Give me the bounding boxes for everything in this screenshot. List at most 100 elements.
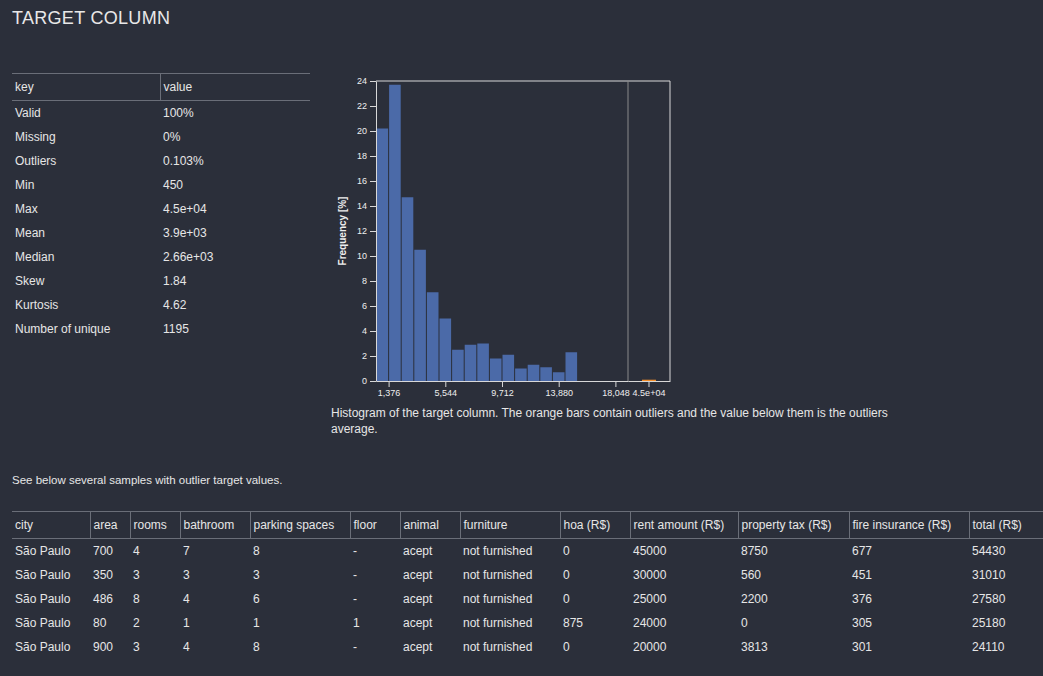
col xyxy=(180,512,250,660)
x-tick: 13,880 xyxy=(545,381,573,398)
column-header: floor xyxy=(350,512,400,539)
bar xyxy=(528,365,540,381)
col xyxy=(560,512,630,660)
cell: 25000 xyxy=(630,587,738,611)
cell: 100% xyxy=(160,101,310,126)
bar xyxy=(389,85,401,381)
column-header: total (R$) xyxy=(969,512,1043,539)
cell: 305 xyxy=(849,611,969,635)
y-tick-label: 0 xyxy=(362,376,367,386)
y-tick-mark xyxy=(370,256,376,257)
bar xyxy=(490,359,502,382)
row: São Paulo350333-aceptnot furnished030000… xyxy=(12,563,1043,587)
col xyxy=(738,512,849,660)
cell: 27580 xyxy=(969,587,1043,611)
x-tick-label: 1,376 xyxy=(378,388,401,398)
table-body: Valid100%Missing0%Outliers0.103%Min450Ma… xyxy=(12,101,310,342)
cell: acept xyxy=(400,635,460,659)
samples-note: See below several samples with outlier t… xyxy=(12,474,282,486)
cell: 3813 xyxy=(738,635,849,659)
cell: 30000 xyxy=(630,563,738,587)
bar xyxy=(591,381,603,382)
bar xyxy=(414,250,426,381)
row: Median2.66e+03 xyxy=(12,245,310,269)
y-tick-label: 22 xyxy=(357,101,367,111)
cell: 3 xyxy=(250,563,350,587)
outlier-tick-mark xyxy=(649,381,650,387)
x-tick-mark xyxy=(559,381,560,387)
outlier-tick: 4.5e+04 xyxy=(633,381,666,398)
x-tick: 9,712 xyxy=(491,381,514,398)
column-header: value xyxy=(160,74,310,101)
y-axis-title: Frequency [%] xyxy=(337,197,348,266)
cell: - xyxy=(350,563,400,587)
x-tick-mark xyxy=(445,381,446,387)
axis-line xyxy=(376,82,377,382)
cell: São Paulo xyxy=(12,539,90,564)
y-tick-mark xyxy=(370,231,376,232)
cell: not furnished xyxy=(460,611,560,635)
y-tick-mark xyxy=(370,356,376,357)
y-tick: 8 xyxy=(362,276,376,286)
x-tick-label: 9,712 xyxy=(491,388,514,398)
row: Max4.5e+04 xyxy=(12,197,310,221)
x-tick-mark xyxy=(502,381,503,387)
cell: 0 xyxy=(738,611,849,635)
column-header: hoa (R$) xyxy=(560,512,630,539)
row: São Paulo700478-aceptnot furnished045000… xyxy=(12,539,1043,564)
y-tick-mark xyxy=(370,331,376,332)
y-tick-label: 14 xyxy=(357,201,367,211)
title: TARGET COLUMN xyxy=(12,8,170,29)
col xyxy=(460,512,560,660)
cell: 0 xyxy=(560,539,630,564)
cell: Missing xyxy=(12,125,160,149)
cell: 4.62 xyxy=(160,293,310,317)
col xyxy=(849,512,969,660)
y-tick: 24 xyxy=(357,76,376,86)
cell: 2200 xyxy=(738,587,849,611)
column-header: parking spaces xyxy=(250,512,350,539)
cell: 0% xyxy=(160,125,310,149)
column-header: fire insurance (R$) xyxy=(849,512,969,539)
y-tick-label: 2 xyxy=(362,351,367,361)
bar xyxy=(452,350,464,381)
cell: not furnished xyxy=(460,635,560,659)
cell: 0.103% xyxy=(160,149,310,173)
cell: Kurtosis xyxy=(12,293,160,317)
y-tick-mark xyxy=(370,306,376,307)
cell: São Paulo xyxy=(12,611,90,635)
y-tick-mark xyxy=(370,131,376,132)
y-tick-mark xyxy=(370,181,376,182)
cell: 560 xyxy=(738,563,849,587)
x-tick-mark xyxy=(389,381,390,387)
y-tick: 22 xyxy=(357,101,376,111)
column-header: property tax (R$) xyxy=(738,512,849,539)
cell: 350 xyxy=(90,563,130,587)
header-row: cityarearoomsbathroomparking spacesfloor… xyxy=(12,512,1043,539)
y-tick: 14 xyxy=(357,201,376,211)
row: São Paulo900348-aceptnot furnished020000… xyxy=(12,635,1043,659)
column-header: furniture xyxy=(460,512,560,539)
cell: 6 xyxy=(250,587,350,611)
bar xyxy=(540,367,552,381)
cell: 900 xyxy=(90,635,130,659)
cell: 8 xyxy=(250,539,350,564)
cell: 45000 xyxy=(630,539,738,564)
x-tick-label: 18,048 xyxy=(602,388,630,398)
cell: 80 xyxy=(90,611,130,635)
y-tick-mark xyxy=(370,106,376,107)
cell: - xyxy=(350,587,400,611)
y-tick-label: 16 xyxy=(357,176,367,186)
cell: Valid xyxy=(12,101,160,126)
cell: acept xyxy=(400,611,460,635)
y-tick: 16 xyxy=(357,176,376,186)
bar xyxy=(503,355,515,381)
row: Kurtosis4.62 xyxy=(12,293,310,317)
bar xyxy=(440,319,452,382)
y-tick-mark xyxy=(370,206,376,207)
row: Outliers0.103% xyxy=(12,149,310,173)
bar xyxy=(377,129,389,382)
row: São Paulo802111aceptnot furnished8752400… xyxy=(12,611,1043,635)
cell: Mean xyxy=(12,221,160,245)
x-tick-mark xyxy=(615,381,616,387)
